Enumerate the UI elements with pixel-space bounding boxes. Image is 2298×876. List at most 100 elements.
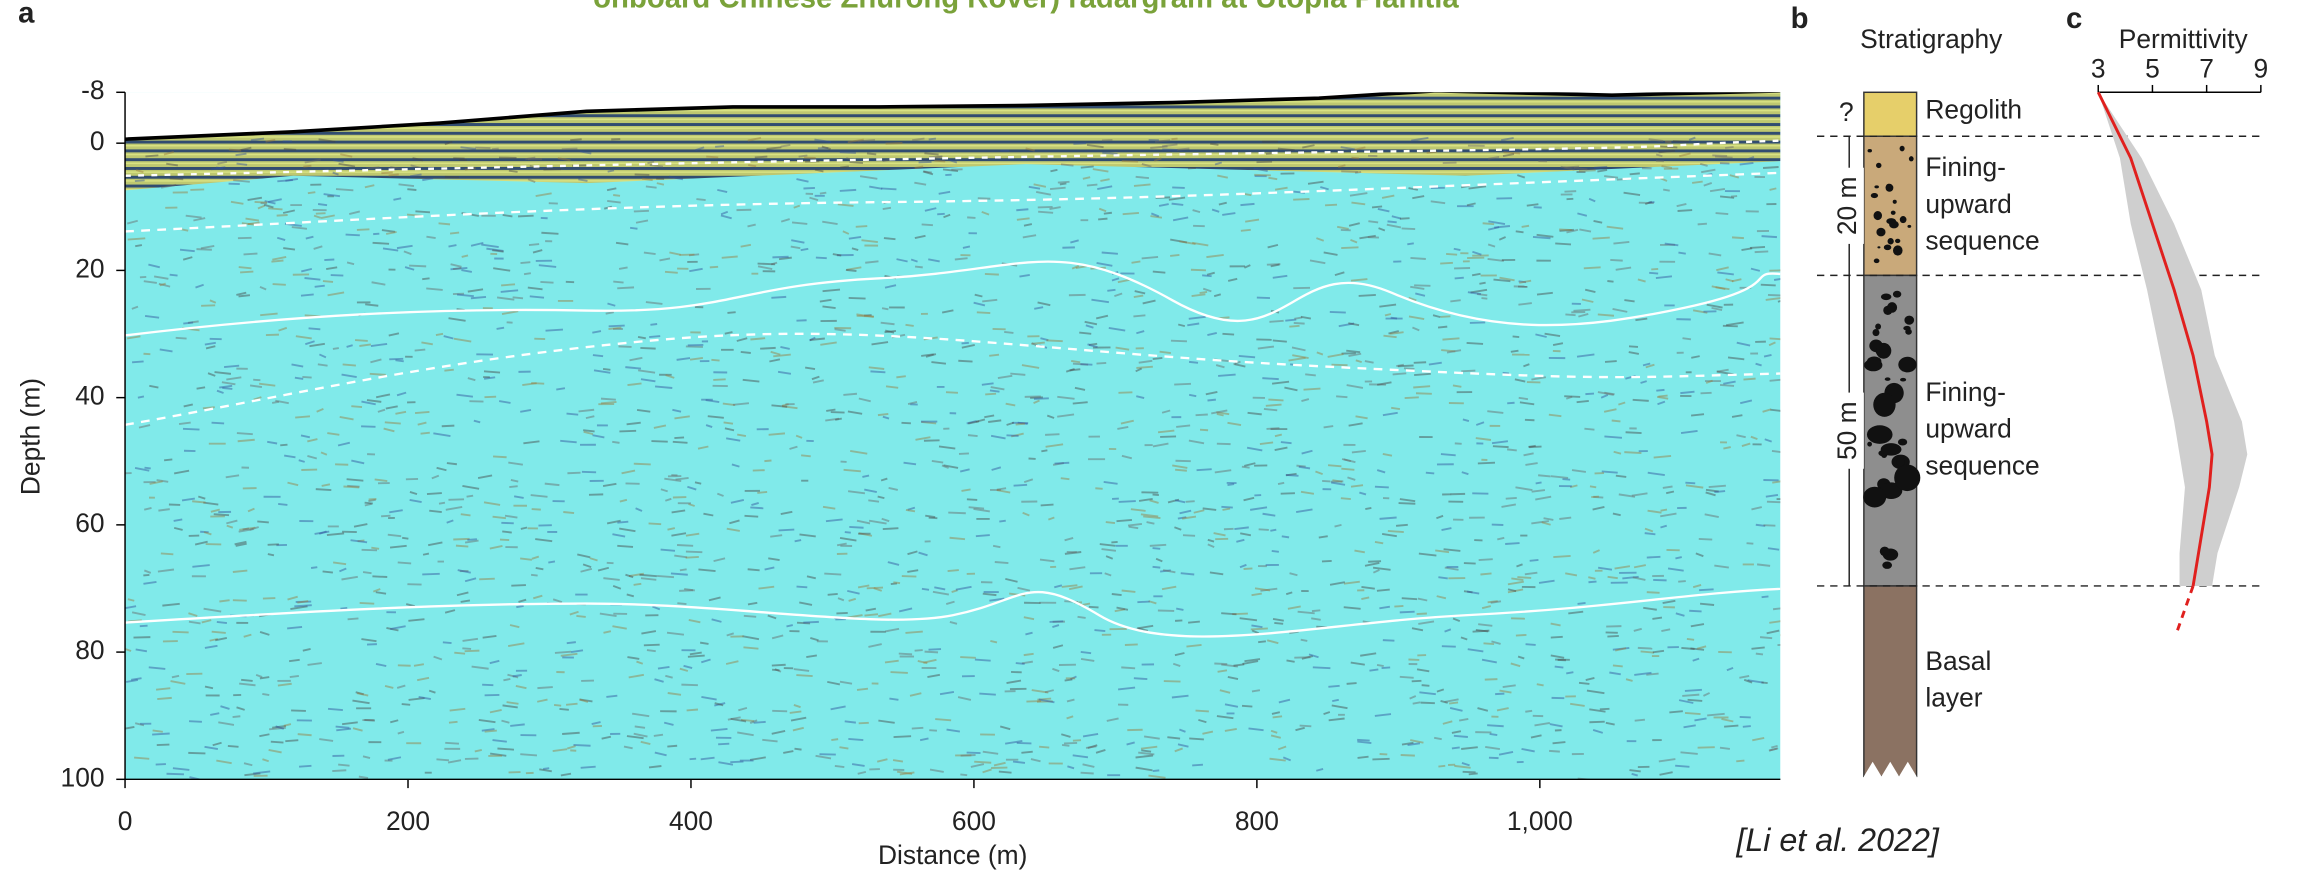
texture bbox=[1070, 675, 1077, 681]
texture bbox=[758, 585, 775, 590]
texture bbox=[345, 233, 360, 237]
texture bbox=[1569, 484, 1578, 489]
texture bbox=[810, 636, 819, 642]
texture bbox=[226, 376, 242, 381]
texture bbox=[1531, 376, 1547, 381]
texture bbox=[290, 605, 308, 611]
texture bbox=[1179, 509, 1192, 515]
texture bbox=[1272, 339, 1287, 343]
texture bbox=[996, 489, 1011, 494]
texture bbox=[1274, 621, 1284, 625]
texture bbox=[780, 218, 790, 223]
texture bbox=[1297, 610, 1315, 615]
texture bbox=[402, 536, 409, 540]
texture bbox=[283, 247, 296, 251]
texture bbox=[159, 282, 166, 287]
texture bbox=[240, 270, 254, 274]
texture bbox=[1408, 315, 1425, 320]
texture bbox=[503, 678, 511, 682]
texture bbox=[1550, 622, 1561, 627]
clast bbox=[1897, 438, 1908, 446]
texture bbox=[560, 772, 572, 777]
texture bbox=[1623, 191, 1641, 196]
texture bbox=[1772, 607, 1781, 611]
texture bbox=[1152, 565, 1161, 569]
texture bbox=[342, 363, 356, 367]
texture bbox=[648, 522, 662, 526]
texture bbox=[884, 284, 897, 289]
texture bbox=[907, 506, 916, 511]
texture bbox=[1525, 709, 1533, 713]
texture bbox=[1521, 747, 1535, 753]
texture bbox=[502, 213, 513, 218]
texture bbox=[929, 768, 944, 773]
texture bbox=[1332, 698, 1339, 703]
texture bbox=[1161, 585, 1177, 591]
texture bbox=[958, 452, 969, 455]
texture bbox=[1680, 390, 1695, 395]
texture bbox=[1487, 258, 1505, 262]
texture bbox=[1135, 754, 1154, 759]
texture bbox=[1360, 652, 1377, 657]
texture bbox=[1715, 155, 1733, 159]
texture bbox=[1006, 679, 1022, 684]
texture bbox=[461, 269, 473, 273]
texture bbox=[1443, 548, 1461, 552]
texture bbox=[1284, 386, 1298, 392]
texture bbox=[806, 575, 817, 580]
texture bbox=[1239, 617, 1258, 622]
texture bbox=[659, 257, 671, 262]
texture bbox=[931, 361, 947, 365]
texture bbox=[1488, 226, 1500, 231]
texture bbox=[1502, 684, 1516, 689]
texture bbox=[1440, 453, 1456, 457]
texture bbox=[1334, 523, 1342, 528]
texture bbox=[1658, 149, 1676, 154]
texture bbox=[471, 665, 489, 670]
texture bbox=[504, 514, 518, 519]
texture bbox=[395, 410, 407, 415]
texture bbox=[1694, 717, 1707, 722]
texture bbox=[155, 687, 171, 691]
texture bbox=[903, 461, 917, 466]
texture bbox=[393, 197, 402, 201]
texture bbox=[431, 474, 440, 480]
texture bbox=[878, 719, 895, 724]
texture bbox=[822, 305, 836, 310]
texture bbox=[396, 684, 406, 689]
texture bbox=[166, 162, 178, 167]
texture bbox=[827, 593, 838, 596]
texture bbox=[921, 353, 934, 357]
texture bbox=[771, 663, 786, 667]
layer-label: Fining- bbox=[1925, 152, 2006, 182]
texture bbox=[665, 374, 675, 379]
texture bbox=[125, 605, 137, 609]
texture bbox=[619, 498, 628, 503]
texture bbox=[674, 554, 688, 559]
texture bbox=[509, 624, 520, 629]
texture bbox=[846, 266, 862, 271]
texture bbox=[711, 618, 722, 623]
texture bbox=[1036, 191, 1052, 196]
texture bbox=[783, 750, 794, 754]
texture bbox=[433, 655, 443, 661]
texture bbox=[695, 146, 705, 152]
clast bbox=[1905, 328, 1912, 335]
texture bbox=[324, 258, 335, 262]
texture bbox=[1449, 706, 1463, 712]
texture bbox=[1268, 176, 1278, 181]
texture bbox=[544, 482, 560, 487]
texture bbox=[530, 494, 548, 498]
texture bbox=[612, 440, 620, 444]
texture bbox=[554, 650, 572, 654]
texture bbox=[566, 412, 579, 416]
texture bbox=[654, 678, 664, 683]
texture bbox=[1450, 299, 1461, 303]
texture bbox=[1162, 569, 1176, 574]
texture bbox=[876, 758, 888, 763]
texture bbox=[922, 170, 934, 176]
texture bbox=[456, 293, 474, 298]
texture bbox=[1725, 278, 1734, 283]
texture bbox=[337, 441, 351, 447]
texture bbox=[353, 523, 368, 528]
